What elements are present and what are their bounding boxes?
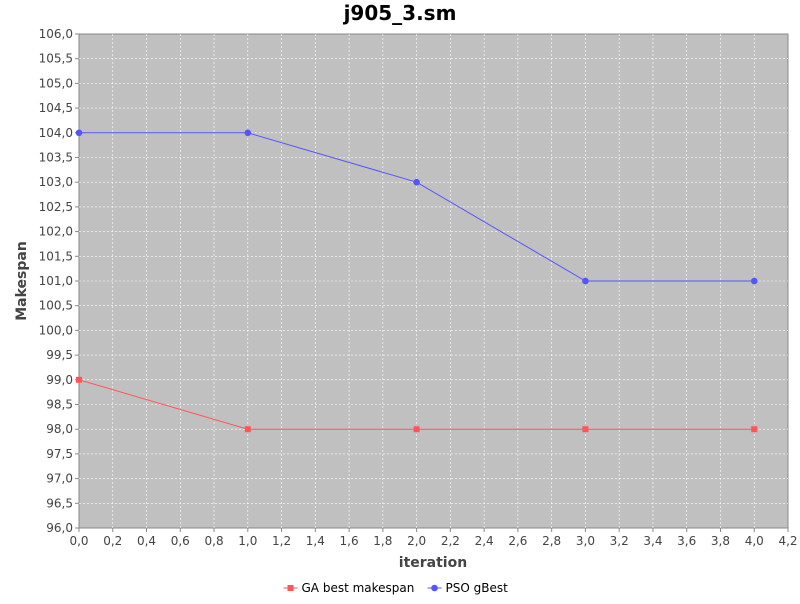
y-tick-label: 101,0 <box>39 274 73 288</box>
x-tick-label: 3,2 <box>610 534 629 548</box>
x-tick-label: 2,6 <box>508 534 527 548</box>
axes-layer: 96,0 96,5 97,0 97,5 98,0 98,5 99,0 99,5 100,0 100… <box>39 27 798 548</box>
y-tick-label: 102,0 <box>39 225 73 239</box>
data-point <box>76 376 82 383</box>
x-tick-label: 3,8 <box>711 534 730 548</box>
y-tick-label: 102,5 <box>39 200 73 214</box>
series-layer <box>75 129 758 433</box>
x-tick-label: 1,8 <box>373 534 392 548</box>
data-point <box>751 426 758 433</box>
y-tick-label: 99,0 <box>46 373 73 387</box>
y-tick-label: 96,0 <box>46 521 73 535</box>
x-tick-label: 1,6 <box>340 534 359 548</box>
data-point <box>413 426 420 433</box>
x-tick-label: 3,4 <box>643 534 662 548</box>
x-tick-label: 1,0 <box>238 534 257 548</box>
data-point <box>244 426 251 433</box>
y-tick-label: 97,5 <box>46 447 73 461</box>
x-tick-label: 3,0 <box>576 534 595 548</box>
data-point <box>413 178 420 186</box>
y-tick-label: 100,0 <box>39 323 73 337</box>
x-tick-label: 1,2 <box>272 534 291 548</box>
x-tick-label: 2,8 <box>542 534 561 548</box>
x-tick-label: 4,2 <box>778 534 797 548</box>
y-tick-label: 104,5 <box>39 101 73 115</box>
data-point <box>582 426 589 433</box>
y-tick-label: 105,5 <box>39 52 73 66</box>
chart-title: j905_3.sm <box>343 1 457 25</box>
y-tick-label: 106,0 <box>39 27 73 41</box>
x-tick-label: 0,8 <box>205 534 224 548</box>
y-tick-label: 97,0 <box>46 472 73 486</box>
data-point <box>582 277 589 285</box>
legend-label: GA best makespan <box>302 581 415 595</box>
y-tick-label: 104,0 <box>39 126 73 140</box>
x-tick-label: 0,2 <box>103 534 122 548</box>
data-point <box>75 129 83 137</box>
x-tick-label: 2,2 <box>441 534 460 548</box>
x-tick-label: 0,0 <box>69 534 88 548</box>
x-tick-label: 3,6 <box>677 534 696 548</box>
legend-item: PSO gBest <box>427 581 509 595</box>
y-axis-label: Makespan <box>14 241 30 321</box>
y-tick-label: 103,0 <box>39 175 73 189</box>
x-tick-label: 2,0 <box>407 534 426 548</box>
legend-marker <box>287 585 294 591</box>
y-tick-label: 99,5 <box>46 348 73 362</box>
x-axis-label: iteration <box>399 555 467 571</box>
legend: GA best makespan PSO gBest <box>283 581 509 595</box>
y-tick-label: 105,0 <box>39 76 73 90</box>
legend-marker <box>431 584 438 592</box>
x-tick-label: 2,4 <box>475 534 494 548</box>
y-tick-label: 98,5 <box>46 398 73 412</box>
x-tick-label: 0,6 <box>171 534 190 548</box>
y-tick-label: 100,5 <box>39 299 73 313</box>
x-tick-label: 4,0 <box>745 534 764 548</box>
data-point <box>750 277 758 285</box>
y-tick-label: 98,0 <box>46 422 73 436</box>
data-point <box>244 129 252 137</box>
y-tick-label: 96,5 <box>46 496 73 510</box>
x-tick-label: 1,4 <box>306 534 325 548</box>
legend-label: PSO gBest <box>446 581 509 595</box>
y-tick-label: 101,5 <box>39 249 73 263</box>
legend-item: GA best makespan <box>283 581 415 595</box>
x-tick-label: 0,4 <box>137 534 156 548</box>
y-tick-label: 103,5 <box>39 151 73 165</box>
